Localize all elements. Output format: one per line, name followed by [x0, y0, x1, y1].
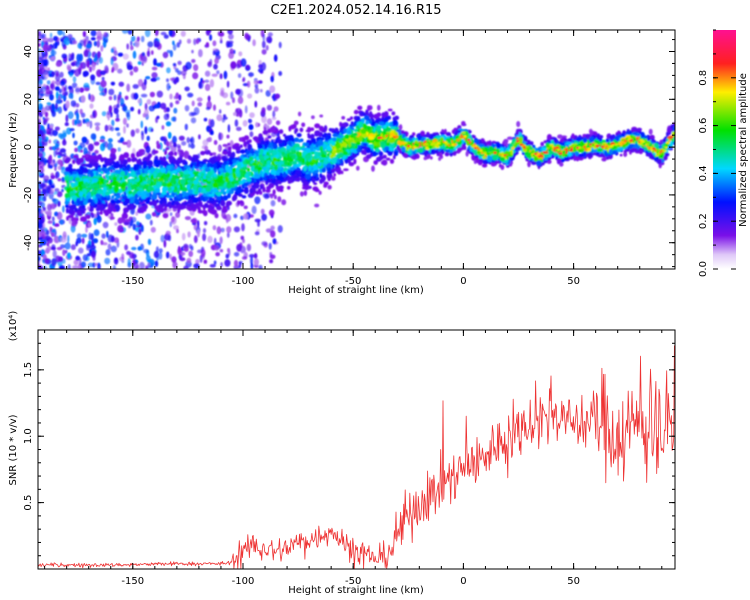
y-tick-label: 40: [23, 45, 34, 58]
y-tick-label: -40: [23, 235, 34, 251]
x-tick-label: -150: [121, 576, 144, 587]
x-tick-label: -100: [232, 576, 255, 587]
heatmap-layer: [38, 30, 675, 269]
x-tick-label: 0: [460, 576, 466, 587]
snr-series-layer: [38, 345, 675, 569]
spectrogram-x-ticks: -150 -100 -50 0 50: [44, 30, 663, 287]
colorbar-tick-label: 0.0: [698, 261, 709, 277]
colorbar-tick-label: 0.2: [698, 213, 709, 229]
snr-series-line: [38, 345, 675, 569]
colorbar-label: Normalized spectral amplitude: [738, 73, 749, 227]
x-tick-label: -50: [345, 276, 361, 287]
colorbar-ticks: 0.0 0.2 0.4 0.6 0.8: [698, 29, 736, 277]
y-tick-label: 0.5: [23, 495, 34, 511]
x-tick-label: -100: [232, 276, 255, 287]
colorbar-tick-label: 0.4: [698, 165, 709, 181]
x-tick-label: 50: [567, 576, 580, 587]
snr-frame: [37, 329, 676, 570]
figure-title: C2E1.2024.052.14.16.R15: [270, 3, 441, 18]
spectrogram-panel: -150 -100 -50 0 50 -40 -20 0 20 40 Height of str…: [8, 29, 676, 296]
colorbar-tick-label: 0.8: [698, 70, 709, 86]
y-tick-label: 0: [23, 144, 34, 150]
y-tick-label: -20: [23, 187, 34, 203]
spectrogram-y-axis-label: Frequency (Hz): [8, 112, 19, 188]
x-tick-label: -50: [345, 576, 361, 587]
spectrogram-x-axis-label: Height of straight line (km): [288, 285, 424, 296]
snr-x-axis-label: Height of straight line (km): [288, 585, 424, 596]
spectrogram-frame: [37, 29, 676, 270]
colorbar-gradient: [713, 30, 736, 269]
snr-panel: -150 -100 -50 0 50 0.5 1.0 1.5 Height of strai…: [8, 311, 676, 596]
y-tick-label: 1.0: [23, 428, 34, 444]
x-tick-label: 0: [460, 276, 466, 287]
spectrogram-y-ticks: -40 -20 0 20 40: [23, 39, 675, 268]
colorbar: 0.0 0.2 0.4 0.6 0.8 Normalized spectral ampl…: [698, 29, 749, 277]
x-tick-label: 50: [567, 276, 580, 287]
y-tick-label: 1.5: [23, 362, 34, 378]
snr-x-ticks: -150 -100 -50 0 50: [44, 330, 663, 587]
snr-y-ticks: 0.5 1.0 1.5: [23, 342, 675, 557]
y-tick-label: 20: [23, 93, 34, 106]
colorbar-tick-label: 0.6: [698, 118, 709, 134]
snr-y-unit: (x10⁴): [8, 311, 19, 342]
x-tick-label: -150: [121, 276, 144, 287]
snr-y-axis-label: SNR (10 * v/v): [8, 414, 19, 485]
